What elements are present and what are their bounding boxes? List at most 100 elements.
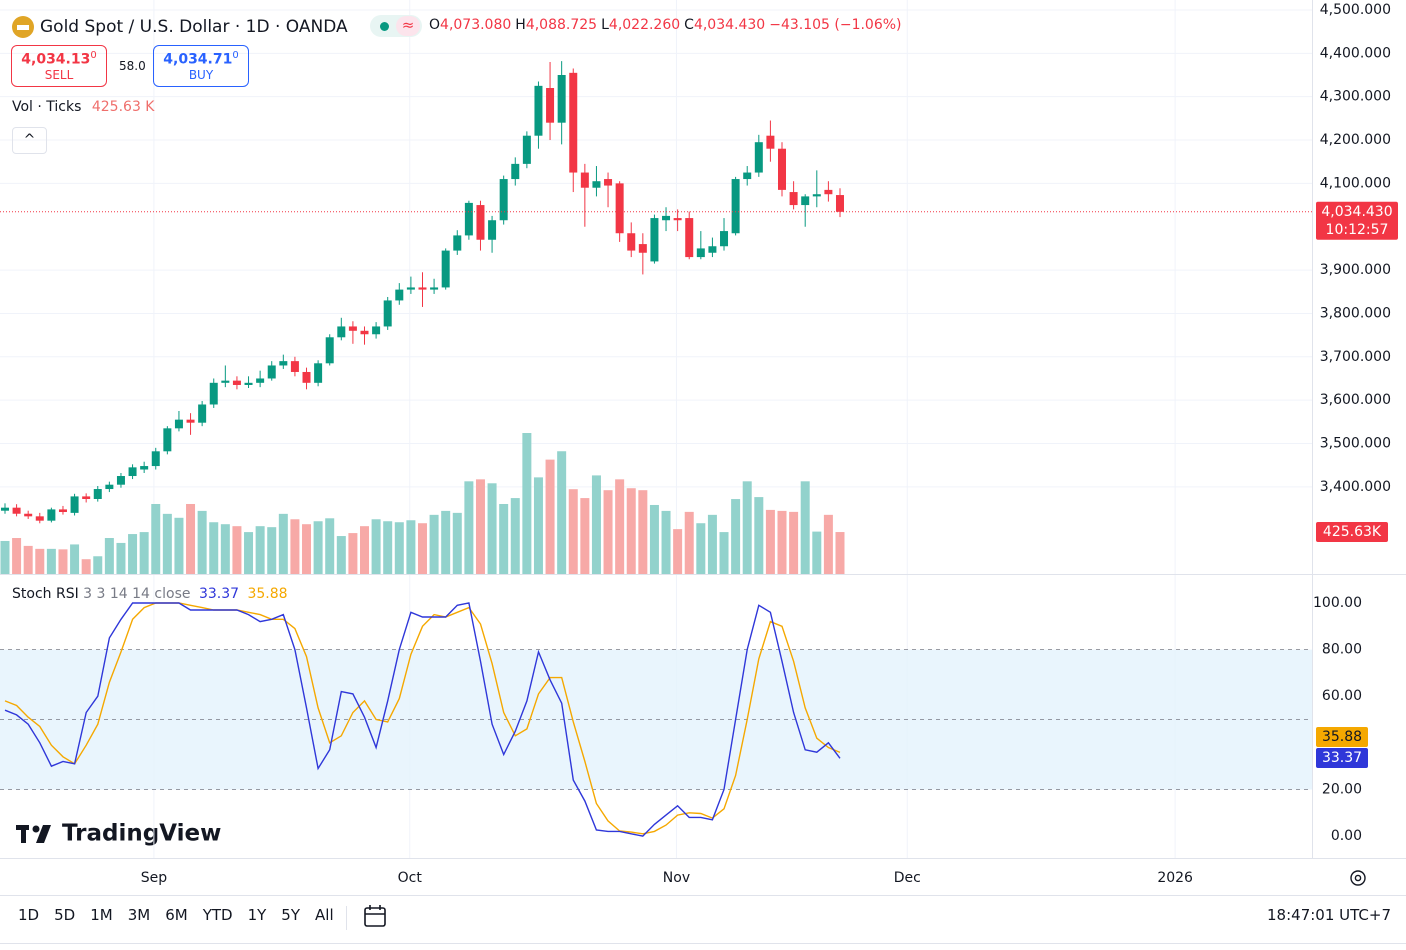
candle-body (464, 202, 473, 236)
ohlc-item: H4,088.725 (515, 17, 597, 33)
y-tick-label: 3,800.000 (1320, 305, 1391, 321)
volume-bar (649, 504, 659, 574)
y-tick-label: 4,200.000 (1320, 132, 1391, 148)
candle-body (12, 507, 21, 514)
market-status[interactable]: ≈ (370, 15, 422, 37)
range-button[interactable]: 3M (127, 906, 151, 924)
volume-bar (394, 522, 404, 574)
volume-bar (128, 534, 138, 574)
volume-bar (139, 532, 149, 574)
candle-body (105, 484, 114, 490)
ohlc-key: C (684, 17, 694, 33)
candle-body (151, 451, 160, 467)
y-tick-label: 4,300.000 (1320, 89, 1391, 105)
candle-body (604, 179, 613, 186)
stoch-legend: Stoch RSI 3 3 14 14 close 33.37 35.88 (12, 586, 288, 602)
ohlc-value: 4,034.430 (693, 17, 766, 33)
volume-bar (719, 532, 729, 574)
candle-body (685, 218, 694, 258)
volume-bar (568, 489, 578, 574)
candle-body (615, 183, 624, 234)
volume-axis-box (1316, 522, 1388, 543)
volume-bar (81, 559, 91, 574)
buy-price-small: 0 (232, 50, 239, 61)
range-button[interactable]: 1D (18, 906, 40, 924)
gear-center[interactable] (1354, 874, 1362, 882)
stoch-axis-label: 33.37 (1322, 750, 1362, 766)
candle-body (232, 380, 241, 385)
sell-price-small: 0 (90, 50, 97, 61)
range-button[interactable]: All (315, 906, 334, 924)
volume-bar (313, 521, 323, 574)
stoch-k-value: 33.37 (198, 586, 240, 602)
collapse-button[interactable]: ^ (12, 127, 47, 154)
candle-body (499, 179, 508, 221)
volume-bar (23, 545, 33, 574)
volume-bar (626, 488, 636, 574)
volume-bar (789, 511, 799, 574)
sell-button[interactable]: 4,034.130 SELL (11, 45, 107, 87)
volume-bar (58, 549, 68, 574)
symbol-title[interactable]: Gold Spot / U.S. Dollar · 1D · OANDA (40, 17, 348, 37)
range-button[interactable]: 6M (165, 906, 188, 924)
candle-body (279, 361, 288, 366)
candle-body (511, 163, 520, 180)
clock[interactable]: 18:47:01 UTC+7 (1267, 906, 1391, 924)
volume-bar (777, 510, 787, 574)
volume-bar (661, 510, 671, 574)
x-tick-label: Nov (663, 870, 690, 886)
volume-bar (0, 540, 10, 574)
x-tick-label: Dec (894, 870, 921, 886)
candle-body (488, 220, 497, 240)
volume-bar (812, 531, 822, 574)
candle-body (835, 195, 844, 212)
y-tick-label: 3,600.000 (1320, 392, 1391, 408)
range-button[interactable]: 5D (54, 906, 76, 924)
volume-bar (557, 451, 567, 574)
calendar-icon[interactable] (364, 905, 386, 927)
ohlc-item: C4,034.430 (684, 17, 765, 33)
range-button[interactable]: 5Y (281, 906, 301, 924)
candle-body (406, 287, 415, 290)
x-tick-label: Sep (141, 870, 168, 886)
logo-part (36, 825, 51, 843)
candle-body (290, 361, 299, 372)
range-button[interactable]: 1Y (247, 906, 267, 924)
volume-bar (325, 518, 335, 574)
candle-body (348, 326, 357, 331)
sell-label: SELL (44, 67, 74, 82)
candle-body (128, 467, 137, 477)
watermark-logo (16, 825, 51, 843)
candle-body (453, 235, 462, 251)
volume-bar (452, 512, 462, 574)
volume-bar (696, 523, 706, 574)
status-dot (380, 22, 389, 31)
stoch-tick-label: 60.00 (1322, 688, 1362, 704)
candle-body (360, 330, 369, 335)
candle-body (256, 378, 265, 383)
symbol-icon (12, 16, 34, 38)
candle-body (534, 85, 543, 136)
y-tick-label: 4,100.000 (1320, 175, 1391, 191)
calendar-frame[interactable] (364, 907, 386, 927)
candle-body (24, 513, 33, 517)
candle-body (720, 231, 729, 247)
range-button[interactable]: YTD (202, 906, 233, 924)
candle-body (522, 135, 531, 164)
range-button[interactable]: 1M (90, 906, 113, 924)
gear-outline[interactable] (1350, 870, 1366, 886)
volume-bar (742, 481, 752, 574)
candle-body (325, 337, 334, 364)
volume-bar (220, 524, 230, 574)
volume-bar (499, 503, 509, 574)
volume-bar (429, 514, 439, 574)
candle-body (116, 476, 125, 485)
volume-bar (348, 533, 358, 574)
volume-bar (93, 556, 103, 574)
settings-icon[interactable] (1350, 870, 1366, 886)
volume-bar (186, 503, 196, 574)
buy-button[interactable]: 4,034.710 BUY (153, 45, 249, 87)
logo-part (32, 825, 40, 833)
candle-body (580, 172, 589, 188)
volume-bar (162, 513, 172, 574)
